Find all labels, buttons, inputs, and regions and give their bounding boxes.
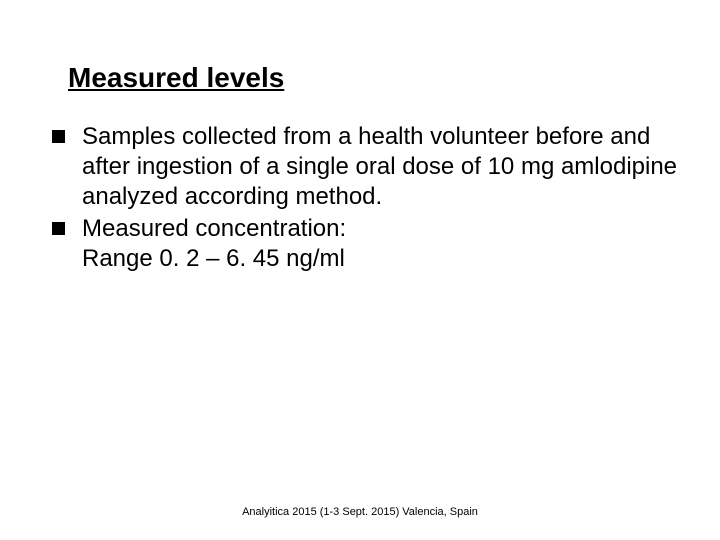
list-item: Samples collected from a health voluntee… (48, 122, 678, 212)
list-item: Measured concentration:Range 0. 2 – 6. 4… (48, 214, 678, 274)
slide-footer: Analyitica 2015 (1-3 Sept. 2015) Valenci… (0, 506, 720, 518)
slide-title: Measured levels (68, 62, 284, 94)
bullet-list: Samples collected from a health voluntee… (48, 122, 678, 276)
